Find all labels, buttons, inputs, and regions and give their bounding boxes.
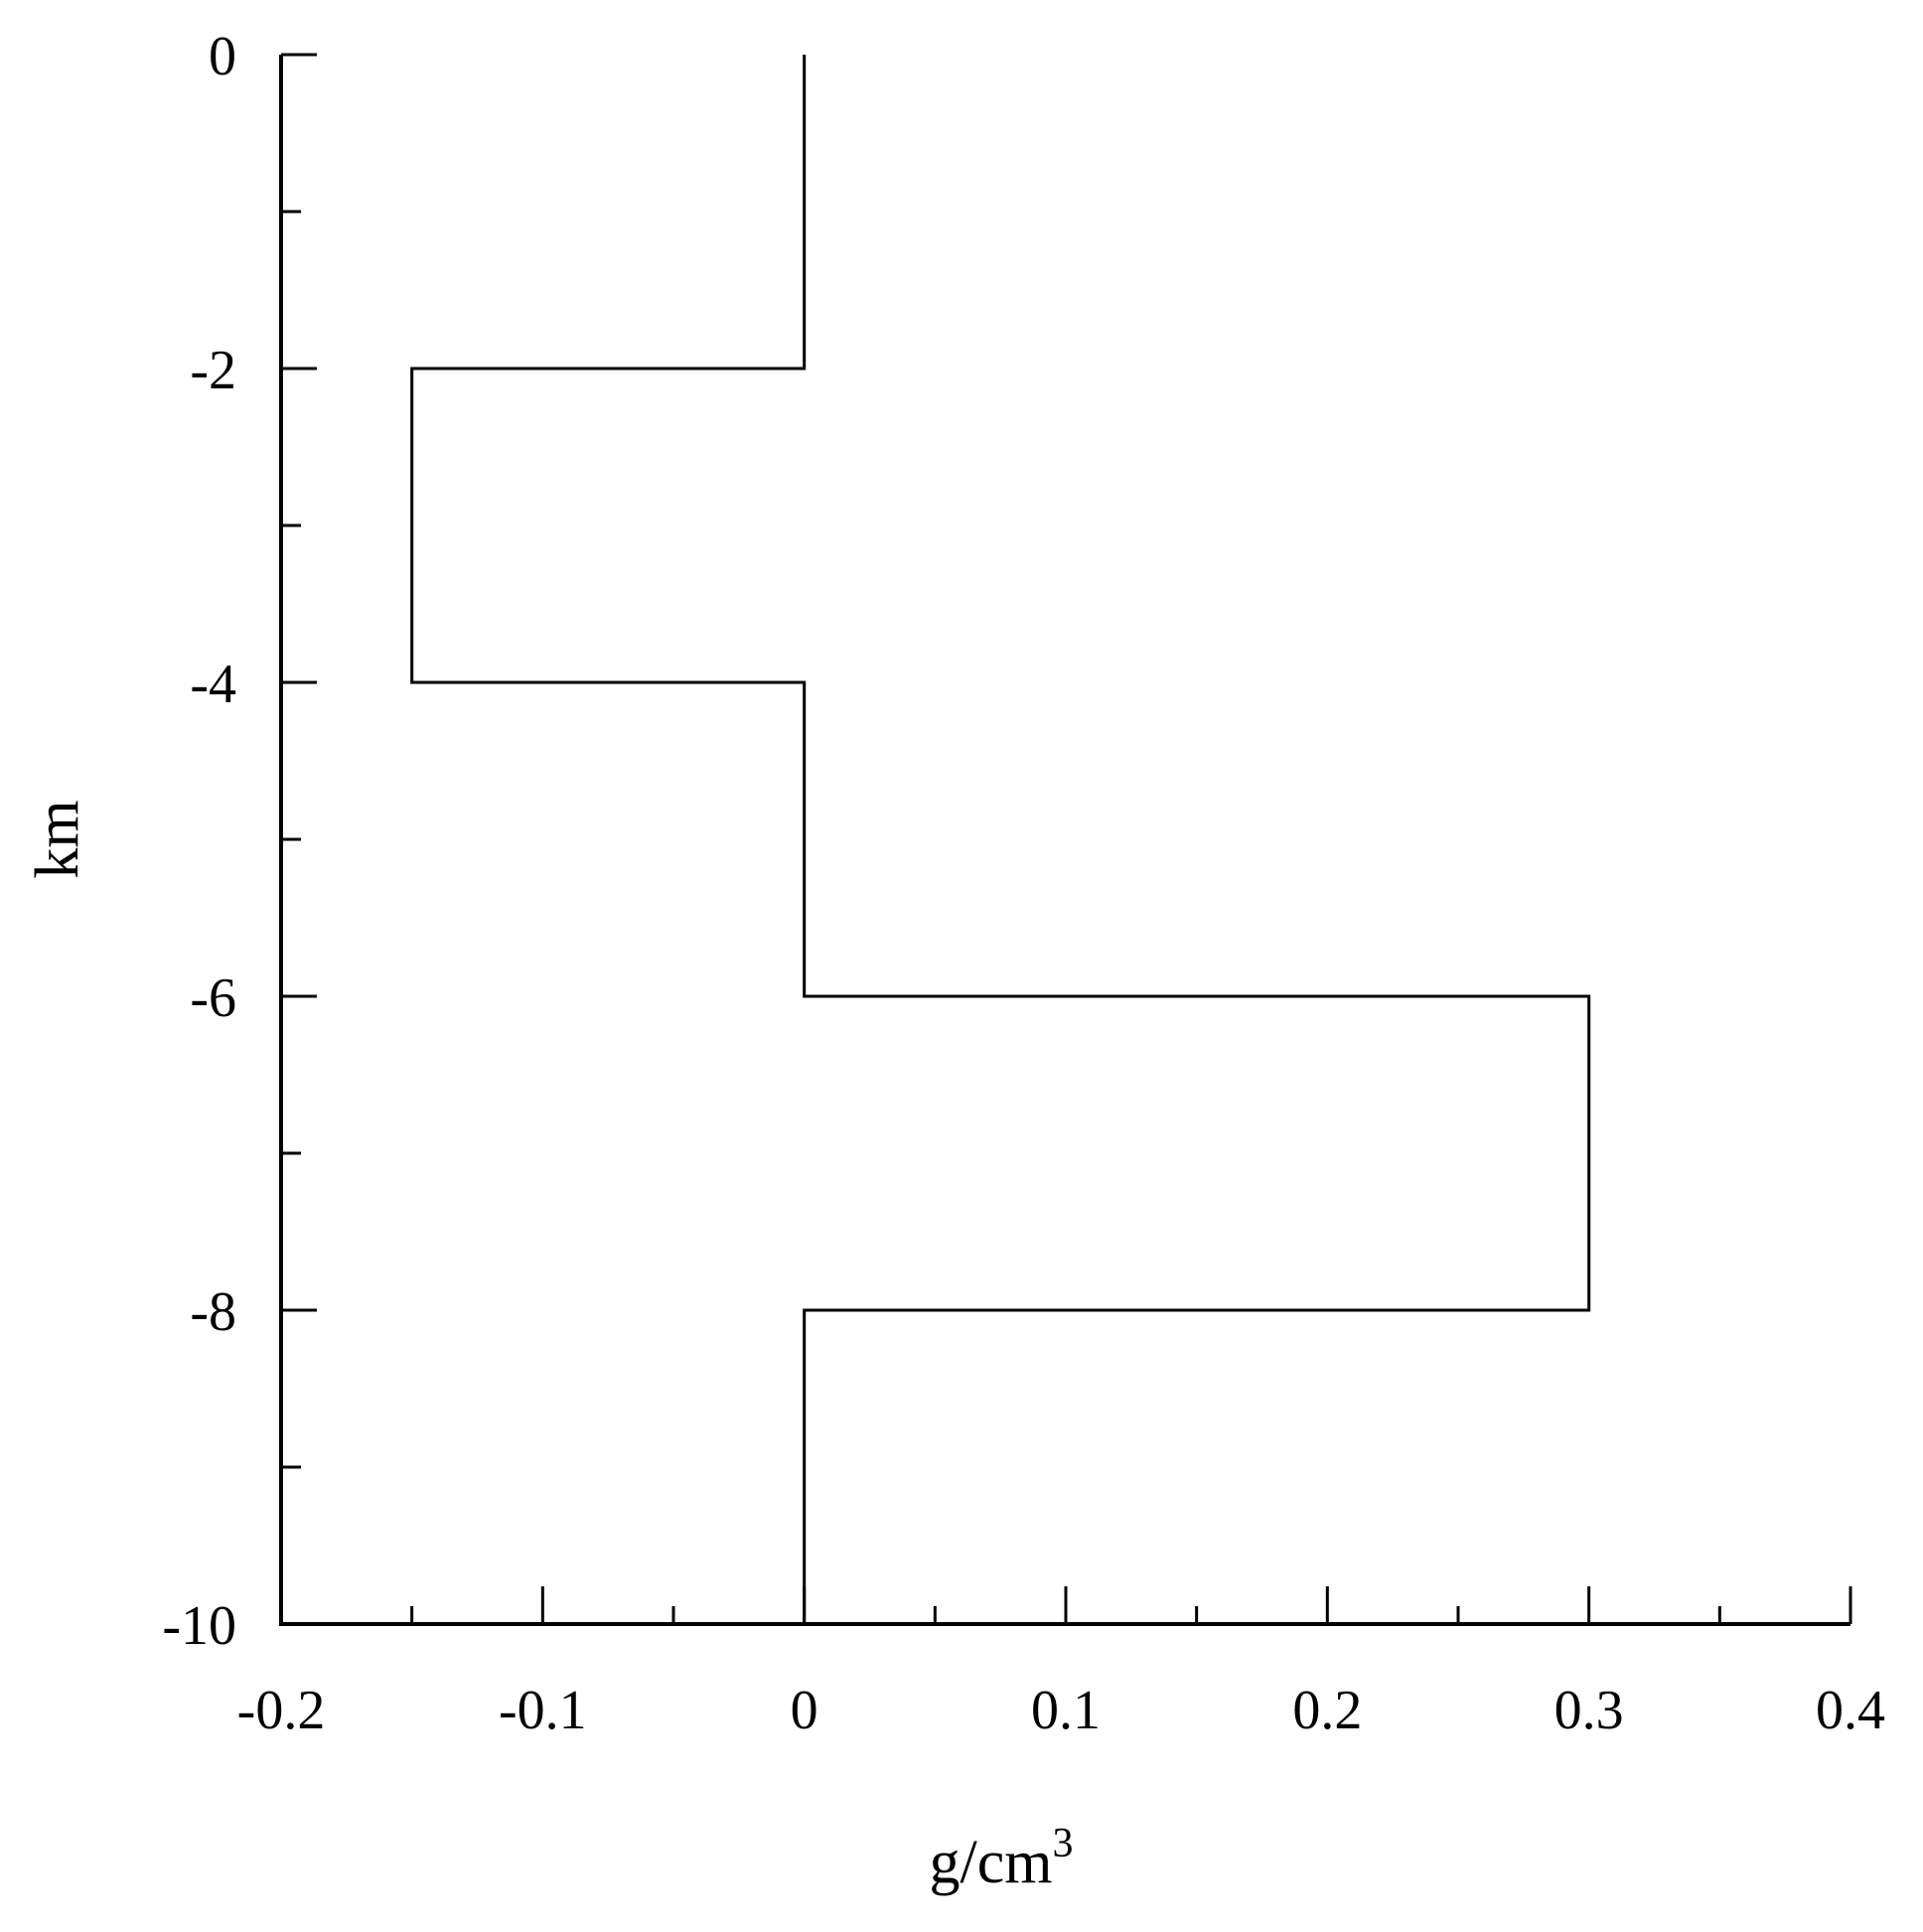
x-axis-label: g/cm3 <box>930 1821 1074 1896</box>
y-tick-label: -8 <box>190 1281 236 1343</box>
y-tick-label: -4 <box>190 654 236 715</box>
x-tick-label: 0 <box>791 1680 818 1741</box>
density-profile-line <box>410 55 1591 1624</box>
x-tick-label: 0.2 <box>1292 1680 1362 1741</box>
x-ticks: -0.2 -0.1 0 0.1 0.2 0.3 0.4 <box>237 1586 1885 1741</box>
series <box>410 55 1591 1624</box>
x-tick-label: 0.4 <box>1816 1680 1885 1741</box>
x-tick-label: -0.2 <box>237 1680 326 1741</box>
y-axis-label: km <box>24 800 91 878</box>
x-tick-label: 0.3 <box>1554 1680 1624 1741</box>
y-tick-label: -10 <box>162 1595 236 1657</box>
axes <box>279 55 1850 1626</box>
y-tick-label: -6 <box>190 967 236 1029</box>
y-tick-label: 0 <box>209 26 236 87</box>
x-axis-label-superscript: 3 <box>1052 1821 1073 1866</box>
x-tick-label: -0.1 <box>499 1680 587 1741</box>
x-tick-label: 0.1 <box>1031 1680 1101 1741</box>
y-tick-label: -2 <box>190 340 236 401</box>
y-ticks: 0 -2 -4 -6 -8 -10 <box>162 26 317 1657</box>
